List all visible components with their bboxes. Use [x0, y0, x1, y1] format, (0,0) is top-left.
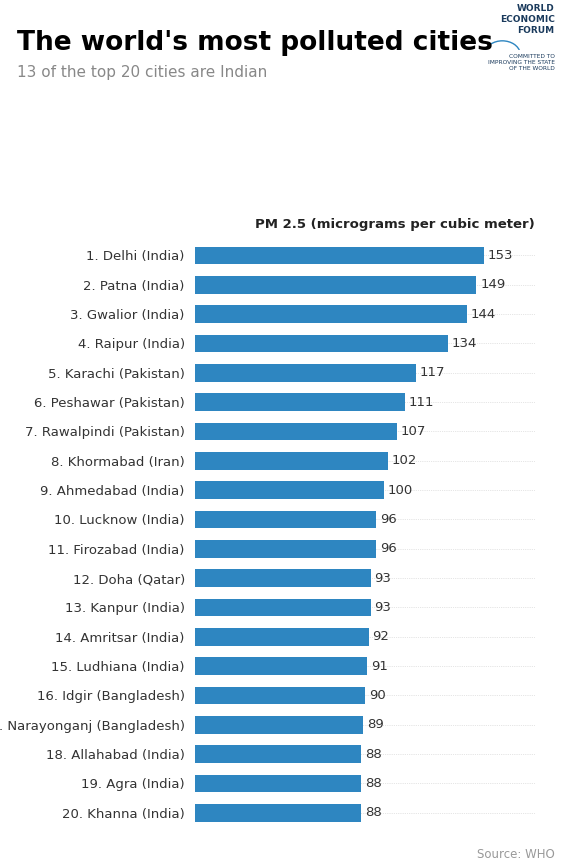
- Bar: [195, 423, 397, 440]
- Bar: [195, 716, 363, 734]
- Bar: [195, 657, 367, 675]
- Bar: [195, 775, 361, 792]
- Text: 102: 102: [392, 454, 417, 467]
- Bar: [195, 305, 467, 323]
- Bar: [195, 687, 365, 704]
- Text: 93: 93: [375, 601, 391, 614]
- Text: 134: 134: [452, 337, 477, 350]
- Text: 92: 92: [372, 631, 389, 644]
- Bar: [195, 335, 448, 352]
- Text: COMMITTED TO
IMPROVING THE STATE
OF THE WORLD: COMMITTED TO IMPROVING THE STATE OF THE …: [488, 54, 555, 71]
- Text: 153: 153: [488, 249, 513, 262]
- Text: The world's most polluted cities: The world's most polluted cities: [17, 30, 493, 56]
- Text: 149: 149: [480, 279, 505, 292]
- Text: 89: 89: [367, 718, 384, 731]
- Text: 100: 100: [388, 484, 413, 497]
- Text: 88: 88: [365, 747, 382, 760]
- Text: 107: 107: [401, 425, 426, 438]
- Text: 88: 88: [365, 777, 382, 790]
- Bar: [195, 746, 361, 763]
- Bar: [195, 364, 416, 381]
- Text: 111: 111: [409, 395, 434, 408]
- Text: 144: 144: [471, 308, 496, 321]
- Text: 90: 90: [369, 689, 385, 702]
- Bar: [195, 569, 371, 587]
- Bar: [195, 276, 477, 293]
- Text: 93: 93: [375, 572, 391, 585]
- Text: 96: 96: [380, 542, 397, 555]
- Text: WORLD
ECONOMIC
FORUM: WORLD ECONOMIC FORUM: [500, 4, 555, 35]
- Text: 96: 96: [380, 513, 397, 526]
- Text: 91: 91: [371, 660, 388, 673]
- Bar: [195, 599, 371, 616]
- Text: 117: 117: [420, 366, 445, 380]
- Bar: [195, 628, 369, 645]
- Bar: [195, 510, 376, 529]
- Text: 88: 88: [365, 806, 382, 819]
- Text: 13 of the top 20 cities are Indian: 13 of the top 20 cities are Indian: [17, 65, 267, 80]
- Text: PM 2.5 (micrograms per cubic meter): PM 2.5 (micrograms per cubic meter): [255, 218, 535, 231]
- Bar: [195, 804, 361, 822]
- Text: Source: WHO: Source: WHO: [477, 848, 555, 861]
- Bar: [195, 481, 384, 499]
- Bar: [195, 394, 405, 411]
- Bar: [195, 540, 376, 558]
- Bar: [195, 452, 388, 470]
- Bar: [195, 247, 484, 265]
